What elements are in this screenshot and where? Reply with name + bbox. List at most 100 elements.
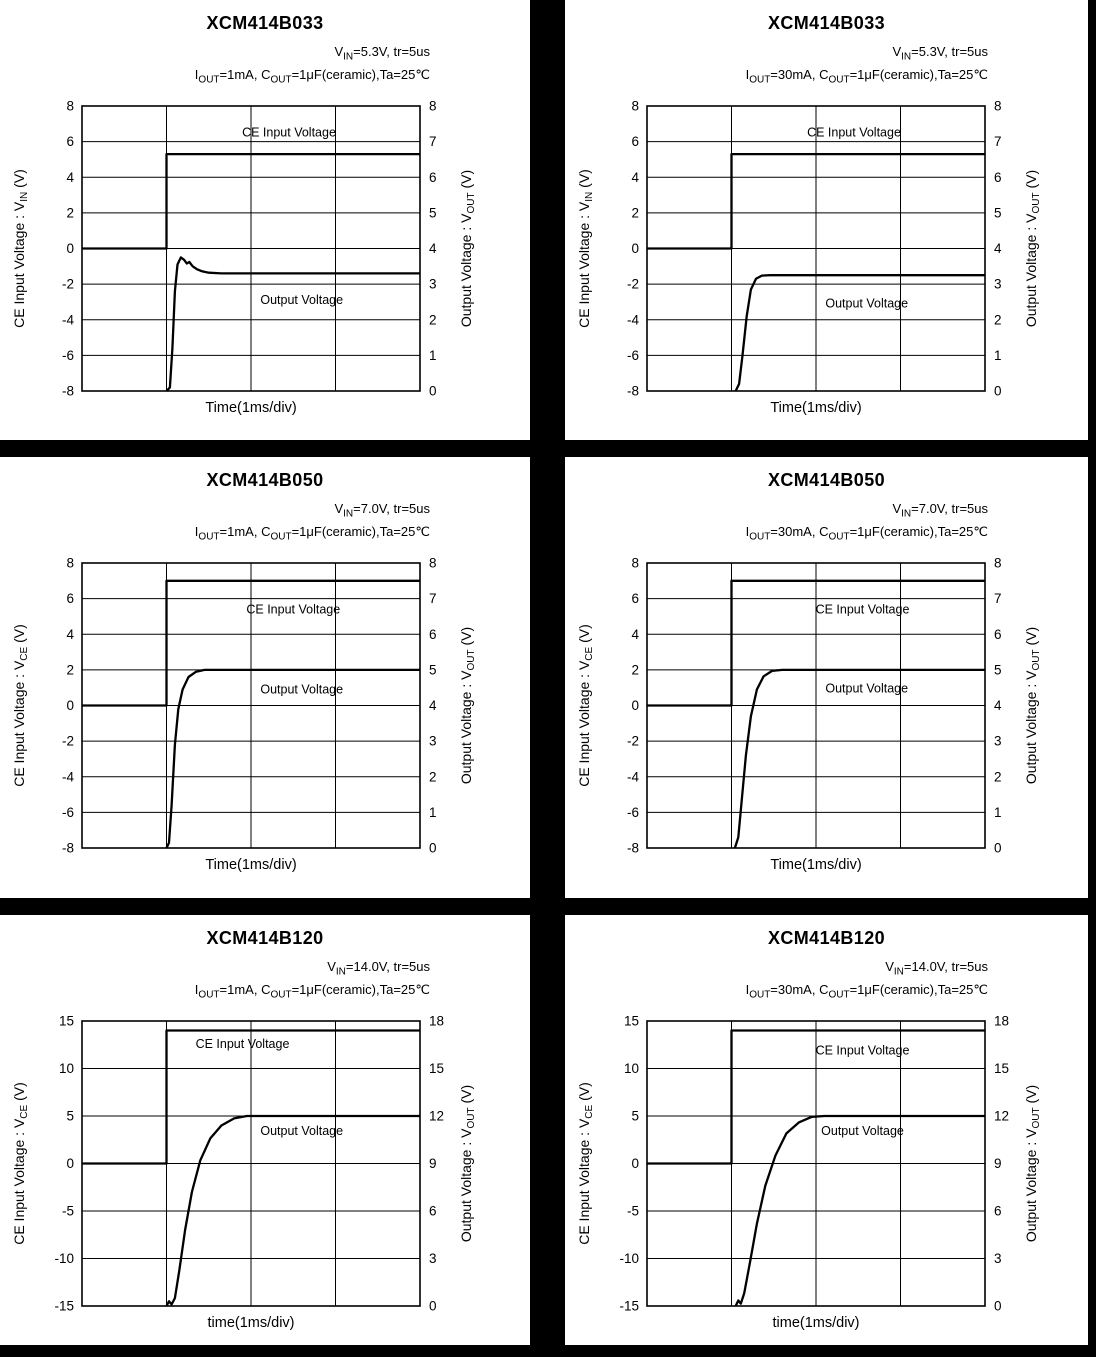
right-tick-label: 3 [994,277,1002,292]
left-tick-label: -6 [627,805,639,820]
test-conditions: VIN=7.0V, tr=5us IOUT=30mA, COUT=1μF(cer… [565,500,988,545]
right-tick-label: 1 [994,805,1002,820]
condition-line-1: VIN=5.3V, tr=5us [334,44,430,63]
right-tick-label: 15 [429,1061,444,1076]
condition-line-1: VIN=7.0V, tr=5us [892,501,988,520]
left-axis-label: CE Input Voltage : VIN (V) [11,169,30,328]
condition-line-1: VIN=14.0V, tr=5us [885,959,988,978]
left-tick-label: 2 [631,206,639,221]
panel-title: XCM414B120 [767,928,886,948]
test-conditions: VIN=14.0V, tr=5us IOUT=1mA, COUT=1μF(cer… [0,958,430,1003]
left-tick-label: -5 [62,1204,74,1219]
right-tick-label: 4 [994,698,1002,713]
left-tick-label: -2 [627,277,639,292]
x-axis-label: time(1ms/div) [207,1315,295,1332]
left-tick-label: 0 [66,241,74,256]
right-tick-label: 3 [429,734,437,749]
right-axis-label: Output Voltage : VOUT (V) [458,627,477,784]
trace-ce-input [82,1029,420,1165]
output-voltage-trace-label: Output Voltage [260,293,343,307]
condition-line-2: IOUT=30mA, COUT=1μF(ceramic),Ta=25℃ [745,523,988,543]
waveform-chart: 8 6 4 2 0 -2 -4 -6 -8 8 7 6 5 4 3 2 1 0 CE Input Voltage :… [576,99,1042,399]
left-tick-label: -10 [619,1251,639,1266]
chart-panel: XCM414B033 VIN=5.3V, tr=5us IOUT=1mA, CO… [0,0,530,440]
right-tick-label: 0 [994,384,1002,399]
left-tick-label: 5 [631,1109,639,1124]
left-tick-label: 0 [66,698,74,713]
trace-output-voltage [734,1115,985,1307]
right-tick-label: 0 [429,841,437,856]
left-tick-label: 6 [66,591,74,606]
ce-input-trace-label: CE Input Voltage [242,126,336,140]
right-tick-label: 1 [994,348,1002,363]
panel-title: XCM414B033 [206,13,324,33]
right-tick-label: 7 [429,134,437,149]
output-voltage-trace-label: Output Voltage [821,1124,904,1138]
condition-line-2: IOUT=30mA, COUT=1μF(ceramic),Ta=25℃ [745,66,988,86]
left-tick-label: -10 [54,1251,74,1266]
right-tick-label: 7 [994,134,1002,149]
trace-ce-input [647,1029,985,1165]
condition-line-2: IOUT=30mA, COUT=1μF(ceramic),Ta=25℃ [745,981,988,1001]
left-tick-label: 2 [66,663,74,678]
chart-panel: XCM414B050 VIN=7.0V, tr=5us IOUT=30mA, C… [565,457,1088,898]
left-tick-label: 8 [66,99,74,114]
right-tick-label: 1 [429,348,437,363]
panel-title: XCM414B033 [767,13,886,33]
trace-output-voltage [165,1115,420,1307]
left-tick-label: 5 [66,1109,74,1124]
left-tick-label: -15 [54,1299,74,1314]
right-tick-label: 2 [994,312,1002,327]
right-axis-label: Output Voltage : VOUT (V) [1023,1085,1042,1242]
left-tick-label: 4 [631,170,639,185]
right-tick-label: 2 [994,769,1002,784]
right-tick-label: 6 [994,170,1002,185]
x-axis-label: Time(1ms/div) [770,400,862,417]
right-tick-label: 4 [994,241,1002,256]
right-tick-label: 3 [429,277,437,292]
left-tick-label: -5 [627,1204,639,1219]
ce-input-trace-label: CE Input Voltage [196,1037,290,1051]
right-tick-label: 18 [994,1014,1009,1029]
left-tick-label: 4 [631,627,639,642]
left-tick-label: 0 [631,241,639,256]
right-tick-label: 6 [429,170,437,185]
trace-output-voltage [734,274,985,392]
trace-ce-input [647,153,985,250]
left-tick-label: -8 [62,841,74,856]
right-tick-label: 3 [994,734,1002,749]
trace-ce-input [82,153,420,250]
panel-title: XCM414B050 [206,470,324,490]
condition-line-2: IOUT=1mA, COUT=1μF(ceramic),Ta=25℃ [194,981,430,1001]
trace-output-voltage [165,256,420,392]
trace-output-voltage [733,668,985,849]
left-tick-label: 8 [631,556,639,571]
right-tick-label: 3 [994,1251,1002,1266]
waveform-chart: 15 10 5 0 -5 -10 -15 18 15 12 9 6 3 0 CE Input Voltage… [11,1014,477,1314]
left-tick-label: 15 [624,1014,639,1029]
left-tick-label: -8 [627,841,639,856]
right-tick-label: 8 [429,99,437,114]
right-tick-label: 6 [994,627,1002,642]
test-conditions: VIN=5.3V, tr=5us IOUT=1mA, COUT=1μF(cera… [0,43,430,88]
left-tick-label: 0 [66,1156,74,1171]
output-voltage-trace-label: Output Voltage [825,682,908,696]
left-tick-label: 10 [59,1061,74,1076]
left-tick-label: 15 [59,1014,74,1029]
output-voltage-trace-label: Output Voltage [260,683,343,697]
x-axis-label: time(1ms/div) [772,1315,860,1332]
panel-title: XCM414B120 [206,928,324,948]
waveform-chart: 8 6 4 2 0 -2 -4 -6 -8 8 7 6 5 4 3 2 1 0 CE Input Voltage :… [11,99,477,399]
left-tick-label: 6 [66,134,74,149]
left-axis-label: CE Input Voltage : VCE (V) [576,1082,595,1245]
right-tick-label: 5 [429,206,437,221]
ce-input-trace-label: CE Input Voltage [807,126,901,140]
condition-line-1: VIN=5.3V, tr=5us [892,44,988,63]
x-axis-label: Time(1ms/div) [770,857,862,874]
right-tick-label: 8 [429,556,437,571]
left-tick-label: -4 [627,312,639,327]
right-tick-label: 6 [429,1204,437,1219]
right-tick-label: 5 [994,206,1002,221]
